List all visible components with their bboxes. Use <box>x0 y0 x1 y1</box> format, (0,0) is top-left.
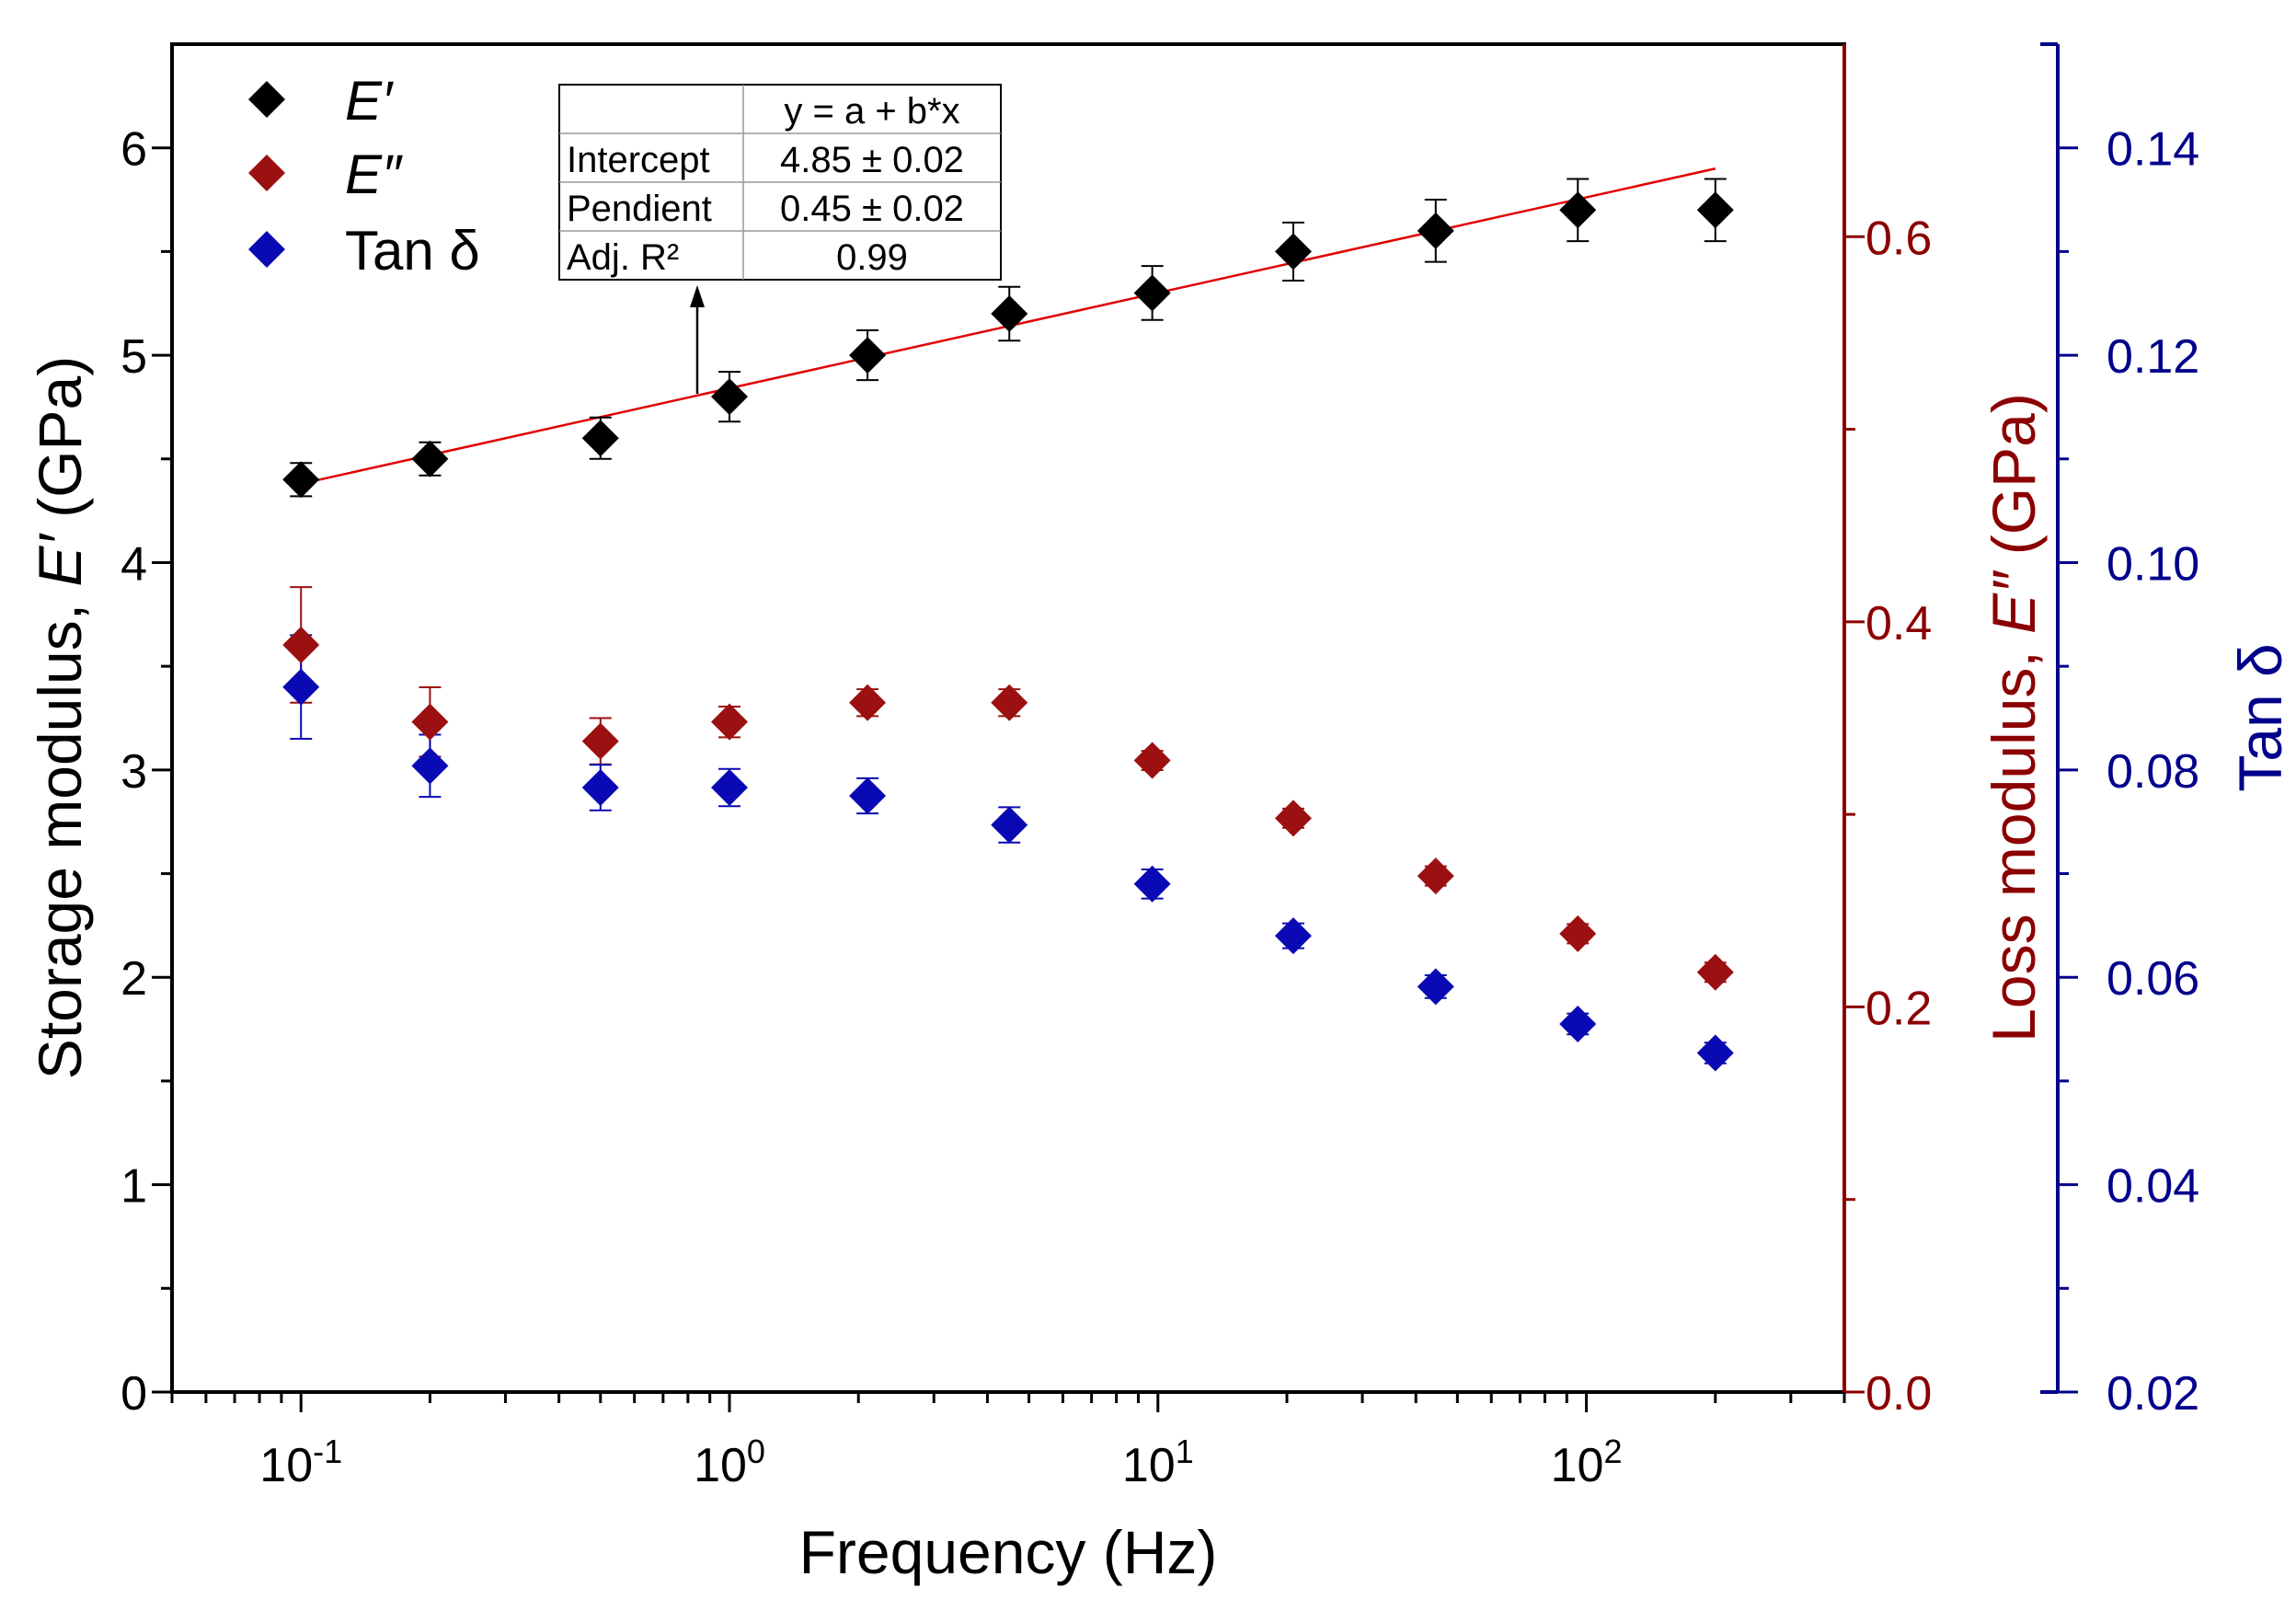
data-points-layer <box>282 191 1734 1072</box>
data-point-series-2 <box>1417 968 1454 1006</box>
fit-table-value-r2: 0.99 <box>836 237 908 278</box>
data-point-series-2 <box>711 769 748 807</box>
y-loss-tick-label: 0.0 <box>1866 1367 1932 1421</box>
legend: E′ E″ Tan δ <box>248 70 480 282</box>
data-point-series-2 <box>1559 1005 1597 1042</box>
y-loss-tick-label: 0.6 <box>1866 212 1932 265</box>
fit-table-label-intercept: Intercept <box>567 140 710 180</box>
y-tan-tick-label: 0.02 <box>2107 1367 2199 1421</box>
y-left-tick-label: 6 <box>121 123 147 177</box>
data-point-series-1 <box>849 684 887 721</box>
legend-label-loss: E″ <box>345 144 403 205</box>
y-tan-tick-label: 0.04 <box>2107 1160 2199 1214</box>
x-tick-label: 102 <box>1551 1433 1623 1492</box>
data-point-series-2 <box>1696 1034 1734 1072</box>
data-point-series-2 <box>849 777 887 815</box>
y-loss-tick-label: 0.2 <box>1866 982 1932 1035</box>
y-tan-tick-label: 0.10 <box>2107 537 2199 591</box>
legend-label-storage: E′ <box>345 70 394 132</box>
data-point-series-1 <box>1133 742 1171 779</box>
data-point-series-1 <box>991 684 1028 721</box>
data-point-series-1 <box>1696 953 1734 991</box>
legend-item-tan: Tan δ <box>248 220 480 282</box>
data-point-series-2 <box>411 747 449 785</box>
y-tan-tick-label: 0.14 <box>2107 123 2199 177</box>
data-point-series-0 <box>711 378 748 416</box>
data-point-series-0 <box>1417 212 1454 249</box>
data-point-series-0 <box>1696 191 1734 229</box>
data-point-series-1 <box>282 626 320 663</box>
fit-table-value-slope: 0.45 ± 0.02 <box>780 189 964 229</box>
y-right-loss-axis-title: Loss modulus, E″ (GPa) <box>1980 393 2048 1042</box>
legend-marker-loss <box>248 155 285 191</box>
data-point-series-0 <box>849 337 887 374</box>
data-point-series-2 <box>1133 865 1171 903</box>
fit-table-value-intercept: 4.85 ± 0.02 <box>780 140 964 180</box>
y-left-tick-label: 5 <box>121 330 147 384</box>
legend-item-loss: E″ <box>248 144 403 205</box>
data-point-series-1 <box>581 722 619 760</box>
data-point-series-1 <box>1274 800 1312 837</box>
y-left-tick-label: 1 <box>121 1160 147 1214</box>
data-point-series-0 <box>1274 233 1312 270</box>
x-tick-label: 10-1 <box>259 1433 342 1492</box>
data-point-series-0 <box>581 420 619 457</box>
legend-item-storage: E′ <box>248 70 394 132</box>
legend-marker-storage <box>248 81 285 118</box>
y-right-tan-axis-title: Tan δ <box>2226 643 2294 792</box>
x-tick-label: 100 <box>694 1433 765 1492</box>
fit-table-pointer-arrow <box>690 285 705 394</box>
data-point-series-0 <box>1133 274 1171 312</box>
axes-layer: 10-1 100 101 102 0 1 2 3 4 5 6 0.0 0.2 0.4 0.6 0.02 0.04… <box>121 123 2199 1492</box>
legend-label-tan: Tan δ <box>345 220 480 282</box>
data-point-series-0 <box>411 440 449 478</box>
data-point-series-0 <box>991 295 1028 332</box>
fit-table-label-r2: Adj. R² <box>567 237 679 278</box>
data-point-series-1 <box>711 703 748 741</box>
data-point-series-2 <box>581 769 619 807</box>
y-left-tick-label: 3 <box>121 745 147 799</box>
data-point-series-2 <box>282 668 320 706</box>
y-tan-tick-label: 0.06 <box>2107 952 2199 1006</box>
data-point-series-2 <box>991 806 1028 844</box>
x-tick-label: 101 <box>1122 1433 1194 1492</box>
y-tan-tick-label: 0.08 <box>2107 745 2199 799</box>
data-point-series-1 <box>1417 857 1454 895</box>
fit-table-label-slope: Pendient <box>567 189 712 229</box>
y-left-tick-label: 4 <box>121 537 147 591</box>
fit-table: y = a + b*x Intercept 4.85 ± 0.02 Pendie… <box>558 84 1002 281</box>
fit-table-equation: y = a + b*x <box>784 91 959 132</box>
data-point-series-2 <box>1274 917 1312 955</box>
x-axis-title: Frequency (Hz) <box>799 1518 1218 1586</box>
y-left-tick-label: 0 <box>121 1367 147 1421</box>
y-tan-tick-label: 0.12 <box>2107 330 2199 384</box>
legend-marker-tan <box>248 231 285 268</box>
data-point-series-1 <box>1559 915 1597 952</box>
data-point-series-0 <box>282 461 320 499</box>
y-left-tick-label: 2 <box>121 952 147 1006</box>
y-loss-tick-label: 0.4 <box>1866 597 1932 650</box>
y-left-axis-title: Storage modulus, E′ (GPa) <box>26 356 94 1079</box>
data-point-series-0 <box>1559 191 1597 229</box>
data-point-series-1 <box>411 703 449 741</box>
